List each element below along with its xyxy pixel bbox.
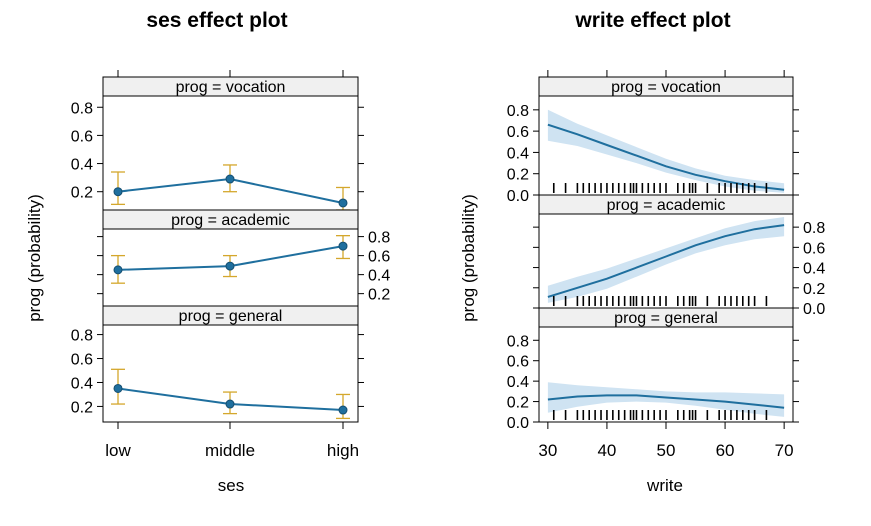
- confidence-band: [547, 109, 785, 193]
- series-line: [547, 224, 785, 298]
- strip-label: prog = academic: [171, 212, 290, 229]
- strip-label: prog = general: [179, 308, 283, 325]
- x-tick-label: 60: [716, 441, 735, 460]
- y-tick-label: 0.8: [507, 333, 529, 350]
- x-tick-label: 40: [597, 441, 616, 460]
- ses-effect-plot: ses effect plot prog (probability) ses p…: [25, 9, 390, 495]
- strip-label: prog = vocation: [176, 79, 286, 96]
- y-tick-label: 0.4: [71, 157, 93, 174]
- panel-general: prog = general 0.2 0.4 0.6 0.8: [71, 305, 364, 423]
- y-tick-label: 0.6: [507, 124, 529, 141]
- y-tick-label: 0.6: [803, 240, 825, 257]
- panel-vocation: prog = vocation 0.2 0.4 0.6 0.8: [71, 76, 364, 211]
- x-axis-label: write: [646, 476, 683, 495]
- y-axis-label: prog (probability): [25, 194, 44, 322]
- series-line: [547, 123, 785, 191]
- y-tick-label: 0.6: [71, 128, 93, 145]
- strip-label: prog = general: [614, 310, 718, 327]
- y-tick-label: 0.8: [803, 220, 825, 237]
- y-tick-label: 0.0: [507, 188, 529, 205]
- y-tick-label: 0.8: [71, 328, 93, 345]
- data-point: [225, 174, 235, 184]
- x-tick-label: middle: [205, 441, 255, 460]
- y-tick-label: 0.4: [803, 261, 825, 278]
- confidence-band: [547, 382, 785, 417]
- data-point: [338, 241, 348, 251]
- panel-vocation: prog = vocation 0.0 0.2 0.4 0.6 0.8: [507, 76, 799, 205]
- data-point: [338, 405, 348, 415]
- y-tick-label: 0.6: [507, 354, 529, 371]
- confidence-band: [547, 217, 785, 303]
- write-effect-plot: write effect plot prog (probability) wri…: [459, 9, 825, 495]
- series-line: [547, 394, 785, 409]
- y-tick-label: 0.2: [803, 281, 825, 298]
- panel-academic: prog = academic 0.2 0.4 0.6 0.8: [97, 209, 390, 307]
- y-tick-label: 0.2: [71, 399, 93, 416]
- y-tick-label: 0.8: [368, 230, 390, 247]
- data-point: [225, 261, 235, 271]
- x-tick-label: 70: [775, 441, 794, 460]
- x-tick-label: 50: [657, 441, 676, 460]
- y-tick-label: 0.6: [71, 352, 93, 369]
- data-point: [113, 383, 123, 393]
- y-tick-label: 0.4: [507, 145, 529, 162]
- y-tick-label: 0.2: [368, 287, 390, 304]
- y-axis-label: prog (probability): [459, 194, 478, 322]
- x-tick-label: 30: [538, 441, 557, 460]
- data-point: [113, 187, 123, 197]
- x-tick-label: high: [327, 441, 359, 460]
- y-tick-label: 0.4: [368, 268, 390, 285]
- panel-general: prog = general 0.0 0.2 0.4 0.6 0.8: [507, 307, 799, 432]
- y-tick-label: 0.8: [71, 100, 93, 117]
- y-tick-label: 0.8: [507, 103, 529, 120]
- y-tick-label: 0.2: [507, 395, 529, 412]
- data-point: [113, 265, 123, 275]
- strip-label: prog = academic: [607, 197, 726, 214]
- data-point: [338, 198, 348, 208]
- y-tick-label: 0.2: [71, 185, 93, 202]
- panel-academic: prog = academic 0.0 0.2 0.4 0.6 0.8: [533, 194, 825, 318]
- x-axis-label: ses: [218, 476, 244, 495]
- x-tick-label: low: [105, 441, 131, 460]
- y-tick-label: 0.0: [803, 301, 825, 318]
- chart-title: write effect plot: [574, 9, 730, 32]
- strip-label: prog = vocation: [611, 79, 721, 96]
- y-tick-label: 0.4: [507, 374, 529, 391]
- y-tick-label: 0.2: [507, 167, 529, 184]
- chart-title: ses effect plot: [146, 9, 287, 32]
- data-point: [225, 399, 235, 409]
- y-tick-label: 0.6: [368, 249, 390, 266]
- y-tick-label: 0.0: [507, 415, 529, 432]
- y-tick-label: 0.4: [71, 375, 93, 392]
